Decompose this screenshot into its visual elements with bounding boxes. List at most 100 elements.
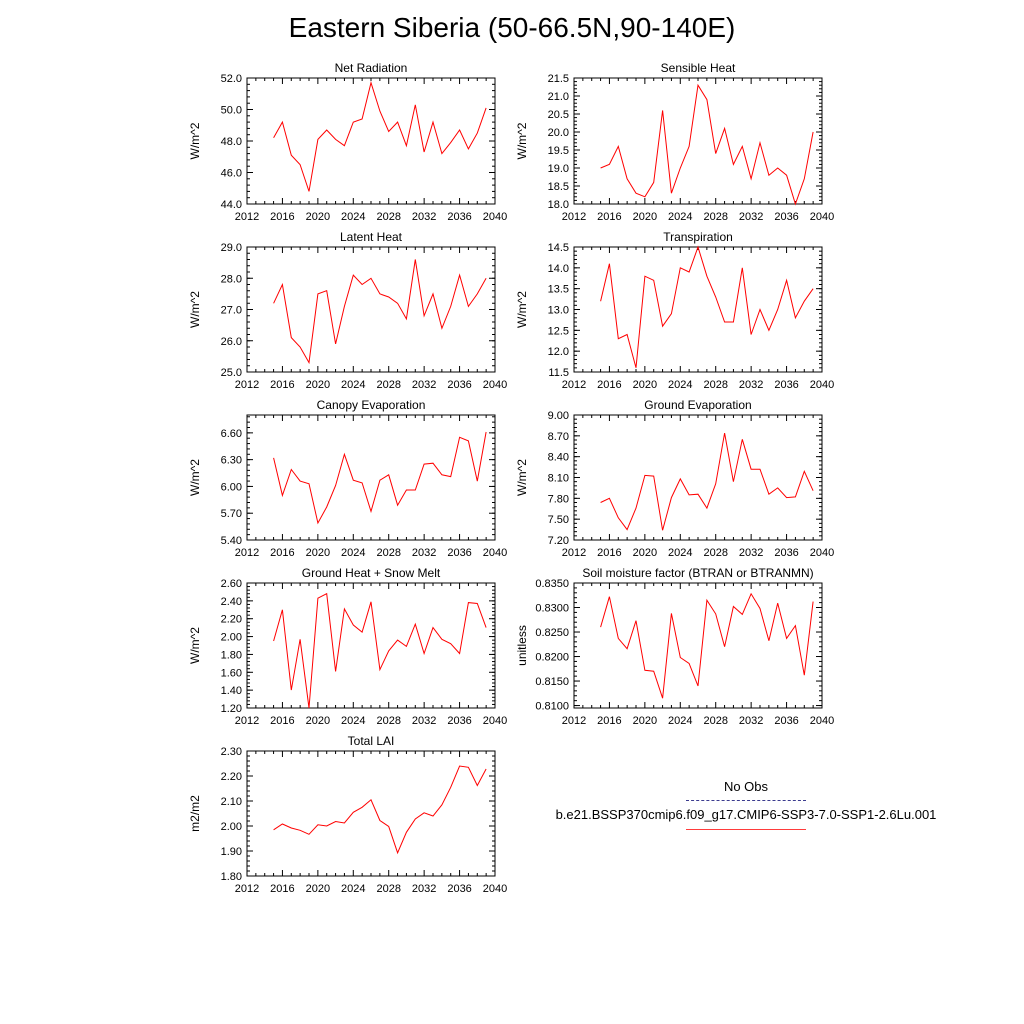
plot-frame	[246, 77, 496, 205]
panel-title: Latent Heat	[340, 230, 403, 244]
x-tick-label: 2012	[562, 211, 586, 223]
x-tick-label: 2016	[597, 379, 621, 391]
x-tick-label: 2036	[447, 883, 471, 895]
chart-panel: Transpiration W/m^2 2012 2016 2020 2024 2028 20…	[515, 230, 834, 391]
chart-panel: Sensible Heat W/m^2 2012 2016 2020 2024 2028 20…	[515, 61, 834, 223]
y-axis-label: W/m^2	[515, 122, 529, 159]
x-tick-label: 2036	[447, 211, 471, 223]
panel-title: Transpiration	[663, 230, 733, 244]
y-tick-label: 2.40	[221, 596, 242, 608]
panel-title: Ground Heat + Snow Melt	[302, 566, 441, 580]
y-tick-label: 7.50	[548, 514, 569, 526]
panel-title: Total LAI	[348, 734, 395, 748]
y-tick-label: 7.80	[548, 493, 569, 505]
y-tick-label: 2.20	[221, 771, 242, 783]
chart-panel: Latent Heat W/m^2 2012 2016 2020 2024 2028 2032…	[188, 230, 507, 391]
y-tick-label: 2.20	[221, 614, 242, 626]
chart-panel: Soil moisture factor (BTRAN or BTRANMN) u…	[515, 566, 834, 727]
series-line	[273, 259, 487, 365]
x-tick-label: 2032	[412, 883, 436, 895]
x-tick-label: 2028	[703, 715, 727, 727]
x-tick-label: 2016	[597, 211, 621, 223]
y-tick-label: 20.5	[548, 109, 569, 121]
x-tick-label: 2020	[306, 379, 330, 391]
x-tick-label: 2012	[235, 379, 259, 391]
y-tick-label: 5.70	[221, 508, 242, 520]
y-tick-label: 6.60	[221, 428, 242, 440]
x-tick-label: 2024	[668, 715, 692, 727]
x-tick-label: 2012	[562, 715, 586, 727]
y-axis-label: unitless	[515, 625, 529, 666]
x-tick-label: 2028	[703, 547, 727, 559]
x-tick-label: 2016	[597, 715, 621, 727]
legend-obs-label: No Obs	[723, 779, 769, 794]
legend-model-line	[686, 829, 806, 830]
chart-panel: Canopy Evaporation W/m^2 2012 2016 2020 2024 2…	[188, 398, 507, 559]
x-tick-label: 2040	[483, 379, 507, 391]
y-axis-label: m2/m2	[188, 795, 202, 832]
y-tick-label: 26.0	[221, 336, 242, 348]
x-tick-label: 2032	[412, 379, 436, 391]
x-tick-label: 2036	[774, 379, 798, 391]
series-line	[273, 431, 487, 525]
chart-panel: Net Radiation W/m^2 2012 2016 2020 2024 2028 20…	[188, 61, 507, 223]
y-axis-label: W/m^2	[188, 291, 202, 328]
plot-frame	[573, 582, 823, 709]
x-tick-label: 2032	[739, 715, 763, 727]
y-tick-label: 7.20	[548, 535, 569, 547]
y-tick-label: 12.5	[548, 325, 569, 337]
y-tick-label: 13.0	[548, 305, 569, 317]
y-tick-label: 48.0	[221, 136, 242, 148]
x-tick-label: 2020	[306, 547, 330, 559]
x-tick-label: 2036	[774, 715, 798, 727]
x-tick-label: 2016	[270, 379, 294, 391]
x-tick-label: 2032	[739, 379, 763, 391]
x-tick-label: 2040	[483, 883, 507, 895]
y-tick-label: 0.8150	[535, 676, 569, 688]
x-tick-label: 2020	[306, 883, 330, 895]
x-tick-label: 2040	[483, 715, 507, 727]
y-tick-label: 28.0	[221, 273, 242, 285]
y-tick-label: 29.0	[221, 242, 242, 254]
x-tick-label: 2020	[633, 379, 657, 391]
y-tick-label: 14.0	[548, 263, 569, 275]
series-line	[273, 80, 487, 192]
y-tick-label: 14.5	[548, 242, 569, 254]
series-line	[600, 433, 814, 531]
series-line	[600, 83, 814, 206]
x-tick-label: 2032	[739, 547, 763, 559]
legend-obs-line	[686, 800, 806, 801]
x-tick-label: 2040	[810, 547, 834, 559]
panel-title: Sensible Heat	[661, 61, 736, 75]
y-tick-label: 1.80	[221, 871, 242, 883]
x-tick-label: 2032	[412, 211, 436, 223]
plot-frame	[246, 414, 496, 541]
x-tick-label: 2012	[235, 547, 259, 559]
series-line	[273, 765, 487, 855]
y-tick-label: 46.0	[221, 168, 242, 180]
y-tick-label: 8.10	[548, 473, 569, 485]
y-tick-label: 8.70	[548, 431, 569, 443]
x-tick-label: 2036	[447, 547, 471, 559]
panel-title: Net Radiation	[335, 61, 408, 75]
x-tick-label: 2028	[703, 379, 727, 391]
x-tick-label: 2012	[235, 211, 259, 223]
x-tick-label: 2036	[774, 547, 798, 559]
y-tick-label: 0.8350	[535, 578, 569, 590]
x-tick-label: 2024	[668, 211, 692, 223]
y-tick-label: 2.10	[221, 796, 242, 808]
x-tick-label: 2040	[810, 379, 834, 391]
x-tick-label: 2040	[483, 211, 507, 223]
y-tick-label: 19.0	[548, 163, 569, 175]
y-tick-label: 25.0	[221, 367, 242, 379]
x-tick-label: 2036	[774, 211, 798, 223]
y-tick-label: 19.5	[548, 145, 569, 157]
plot-frame	[573, 414, 823, 541]
series-line	[600, 245, 814, 368]
y-tick-label: 0.8100	[535, 701, 569, 713]
y-tick-label: 0.8300	[535, 603, 569, 615]
y-tick-label: 1.60	[221, 667, 242, 679]
y-tick-label: 27.0	[221, 305, 242, 317]
y-tick-label: 6.30	[221, 455, 242, 467]
y-tick-label: 6.00	[221, 481, 242, 493]
